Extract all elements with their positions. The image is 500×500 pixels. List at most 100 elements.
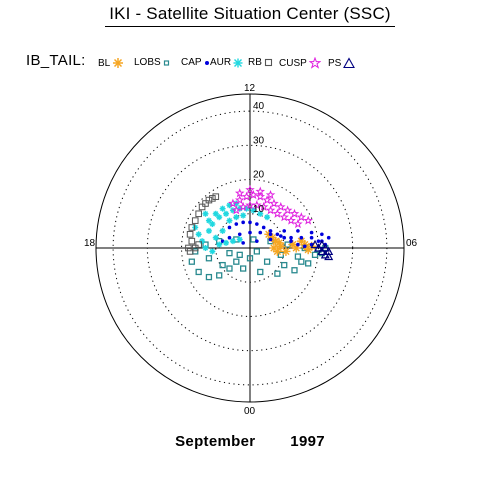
point-aur — [219, 205, 226, 212]
point-cap — [241, 241, 245, 245]
point-aur — [229, 238, 236, 245]
point-aur — [202, 245, 209, 251]
point-ps — [310, 239, 320, 249]
point-lobs — [219, 261, 226, 269]
legend-symbol-cusp-icon — [308, 57, 321, 69]
point-cap — [241, 220, 245, 225]
point-aur — [216, 241, 223, 248]
point-cusp — [258, 201, 269, 212]
legend-item-cusp: CUSP — [279, 57, 321, 69]
point-rb — [205, 196, 213, 204]
point-bl — [272, 246, 282, 256]
point-ps — [320, 243, 330, 252]
legend-label-aur: AUR — [210, 57, 232, 68]
legend-symbol-rb-icon — [264, 58, 272, 67]
series-cusp — [228, 184, 313, 229]
point-cusp — [279, 212, 290, 222]
legend-label-bl: BL — [98, 57, 111, 69]
point-lobs — [294, 253, 302, 260]
grid-ring — [215, 213, 285, 283]
polar-labels: 10 20 30 40 12 18 00 06 — [84, 83, 418, 417]
data-points — [185, 184, 334, 281]
radial-tick-label: 40 — [253, 101, 265, 112]
angle-label-left: 18 — [84, 238, 96, 249]
point-cusp — [262, 195, 272, 205]
footer-month: September — [175, 433, 256, 450]
point-lobs — [233, 258, 240, 265]
footer-year: 1997 — [290, 433, 325, 450]
point-aur — [226, 217, 233, 224]
point-lobs — [263, 258, 271, 265]
point-cusp — [293, 219, 303, 229]
angle-label-bottom: 00 — [244, 406, 256, 417]
point-rb — [188, 224, 196, 231]
point-cap — [296, 242, 300, 247]
point-aur — [205, 227, 212, 234]
point-cap — [289, 235, 293, 240]
point-rb — [195, 241, 202, 248]
point-ps — [317, 239, 327, 249]
point-lobs — [253, 248, 260, 255]
point-cap — [326, 235, 331, 240]
angle-label-top: 12 — [244, 83, 256, 94]
point-aur — [264, 214, 271, 221]
point-aur — [223, 239, 230, 246]
point-cap — [289, 239, 293, 243]
point-lobs — [195, 268, 202, 276]
point-cap — [268, 232, 273, 237]
point-cap — [282, 235, 287, 240]
series-ps — [310, 239, 334, 261]
legend-label-cusp: CUSP — [279, 57, 307, 69]
point-cusp — [241, 191, 252, 201]
point-cap — [258, 230, 263, 235]
point-cap — [282, 229, 287, 233]
legend-symbol-aur-icon — [233, 58, 243, 67]
point-lobs — [205, 273, 213, 281]
point-lobs — [226, 265, 233, 272]
series-lobs — [188, 236, 329, 281]
title-wrap: IKI - Satellite Situation Center (SSC) — [0, 4, 500, 27]
point-aur — [209, 248, 216, 255]
legend-label-lobs: LOBS — [134, 57, 161, 68]
point-lobs — [240, 265, 247, 272]
point-cap — [248, 220, 252, 225]
point-cap — [296, 229, 300, 233]
point-lobs — [246, 255, 254, 262]
point-cusp — [286, 215, 296, 225]
point-cusp — [255, 186, 266, 196]
point-lobs — [305, 260, 312, 267]
point-bl — [281, 246, 291, 256]
point-cap — [275, 232, 280, 237]
point-rb — [195, 210, 202, 218]
legend: IB_TAIL: BL LOBS CAP AUR — [26, 52, 476, 74]
radial-tick-label: 30 — [253, 135, 265, 146]
point-cap — [302, 244, 307, 249]
point-cusp — [238, 201, 248, 212]
grid-ring — [146, 144, 354, 352]
point-cap — [248, 230, 252, 235]
footer-date: September 1997 — [0, 433, 500, 450]
point-ps — [324, 251, 334, 261]
point-lobs — [226, 249, 233, 257]
point-cap — [227, 235, 232, 240]
point-aur — [199, 238, 206, 245]
point-cusp — [231, 205, 242, 215]
point-lobs — [281, 261, 288, 269]
legend-symbol-bl-icon — [113, 58, 124, 68]
point-lobs — [298, 258, 305, 265]
legend-item-cap: CAP — [181, 57, 210, 68]
angle-label-right: 06 — [406, 238, 418, 249]
point-cap — [268, 229, 273, 233]
radial-tick-label: 20 — [253, 170, 265, 181]
point-aur — [192, 224, 199, 231]
point-aur — [240, 212, 247, 219]
point-cap — [255, 239, 259, 243]
point-lobs — [257, 268, 264, 276]
point-rb — [209, 195, 216, 202]
legend-item-rb: RB — [248, 57, 273, 68]
point-cap — [309, 230, 314, 235]
point-rb — [212, 193, 220, 200]
point-rb — [198, 203, 206, 211]
point-cap — [237, 232, 242, 237]
